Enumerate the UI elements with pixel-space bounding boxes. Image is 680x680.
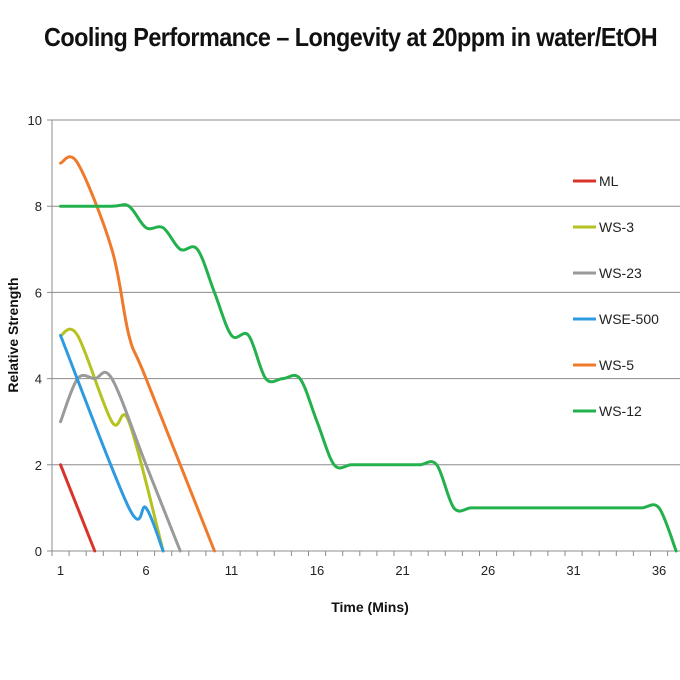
series-line-wse-500 <box>59 334 165 553</box>
legend-label-ws-12: WS-12 <box>599 403 642 419</box>
legend-label-ml: ML <box>599 173 619 189</box>
series-line-ws-12 <box>59 203 678 553</box>
y-tick-label-0: 0 <box>35 544 42 559</box>
y-tick-label-2: 2 <box>35 458 42 473</box>
x-tick-label-21: 21 <box>395 563 409 578</box>
x-tick-label-1: 1 <box>57 563 64 578</box>
series-line-ws-3 <box>59 327 165 553</box>
y-axis-label: Relative Strength <box>5 277 21 392</box>
legend-label-wse-500: WSE-500 <box>599 311 659 327</box>
y-tick-label-8: 8 <box>35 199 42 214</box>
chart-title: Cooling Performance – Longevity at 20ppm… <box>44 22 658 52</box>
x-tick-label-11: 11 <box>225 563 239 578</box>
x-tick-label-26: 26 <box>481 563 495 578</box>
x-tick-label-16: 16 <box>310 563 324 578</box>
series-line-ws-5 <box>59 155 216 553</box>
legend-label-ws-3: WS-3 <box>599 219 634 235</box>
legend: ML WS-3 WS-23 WSE-500 WS-5 WS-12 <box>573 173 659 419</box>
y-tick-label-10: 10 <box>28 113 42 128</box>
legend-label-ws-23: WS-23 <box>599 265 642 281</box>
legend-label-ws-5: WS-5 <box>599 357 634 373</box>
series-lines <box>59 155 678 553</box>
series-line-ws-23 <box>59 370 182 553</box>
x-tick-label-36: 36 <box>652 563 666 578</box>
y-tick-label-4: 4 <box>35 372 42 387</box>
y-tick-label-6: 6 <box>35 285 42 300</box>
series-line-ml <box>59 463 97 553</box>
x-tick-label-31: 31 <box>566 563 580 578</box>
x-tick-label-6: 6 <box>142 563 149 578</box>
x-axis-label: Time (Mins) <box>331 599 409 615</box>
gridlines <box>52 119 680 466</box>
